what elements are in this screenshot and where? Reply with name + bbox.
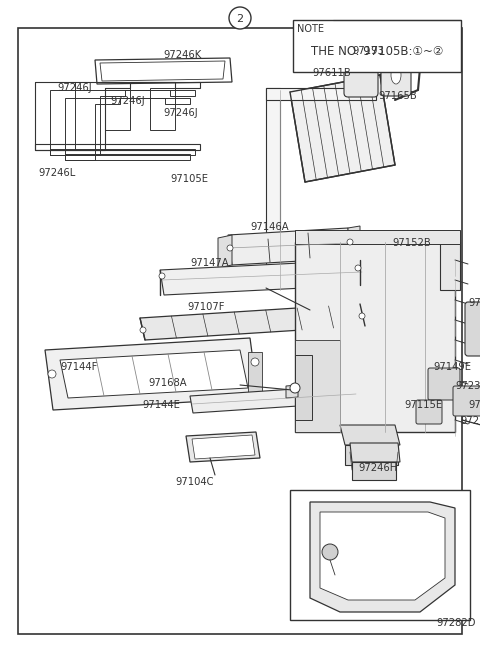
Polygon shape: [295, 355, 312, 420]
Text: 97226D: 97226D: [468, 298, 480, 308]
Bar: [295, 230, 460, 244]
Text: 97246L: 97246L: [38, 168, 75, 178]
Text: 97168A: 97168A: [148, 378, 187, 388]
FancyBboxPatch shape: [381, 54, 411, 96]
Text: 97152B: 97152B: [392, 238, 431, 248]
Ellipse shape: [391, 66, 401, 84]
Text: 97236E: 97236E: [455, 381, 480, 391]
Text: 97165B: 97165B: [378, 91, 417, 101]
Text: 97149E: 97149E: [433, 362, 471, 372]
Polygon shape: [45, 338, 258, 410]
Text: NOTE: NOTE: [297, 24, 324, 34]
Text: 97218G: 97218G: [460, 416, 480, 426]
FancyBboxPatch shape: [416, 400, 442, 424]
Polygon shape: [186, 432, 260, 462]
Text: THE NO. 97105B:①~②: THE NO. 97105B:①~②: [311, 45, 443, 58]
Text: 97282D: 97282D: [436, 618, 476, 628]
Circle shape: [347, 239, 353, 245]
Polygon shape: [350, 443, 400, 462]
Polygon shape: [320, 512, 445, 600]
Polygon shape: [440, 242, 460, 290]
FancyBboxPatch shape: [453, 386, 480, 416]
Bar: [266, 88, 280, 288]
Polygon shape: [295, 340, 340, 432]
FancyBboxPatch shape: [344, 51, 378, 97]
Polygon shape: [140, 304, 365, 340]
Circle shape: [290, 383, 300, 393]
Text: 97147A: 97147A: [190, 258, 228, 268]
Text: 97614H: 97614H: [468, 400, 480, 410]
Polygon shape: [190, 385, 358, 413]
Text: 97611B: 97611B: [312, 68, 351, 78]
Polygon shape: [218, 235, 232, 268]
Bar: [248, 352, 262, 394]
Bar: [293, 20, 461, 72]
Circle shape: [355, 265, 361, 271]
Text: 97146A: 97146A: [250, 222, 288, 232]
Text: 97193: 97193: [352, 46, 384, 56]
Text: 97246K: 97246K: [163, 50, 201, 60]
Polygon shape: [348, 226, 360, 258]
Polygon shape: [340, 425, 400, 445]
Polygon shape: [60, 350, 248, 398]
Circle shape: [359, 313, 365, 319]
Polygon shape: [95, 58, 232, 84]
Circle shape: [140, 327, 146, 333]
Circle shape: [251, 358, 259, 366]
Polygon shape: [160, 260, 364, 295]
Text: 97105E: 97105E: [170, 174, 208, 184]
Text: 97144F: 97144F: [60, 362, 97, 372]
Text: 97115E: 97115E: [404, 400, 442, 410]
Polygon shape: [310, 502, 455, 612]
Polygon shape: [295, 242, 455, 432]
Text: 97104C: 97104C: [175, 477, 214, 487]
Text: 2: 2: [237, 14, 243, 24]
Bar: [290, 490, 470, 620]
Circle shape: [229, 7, 251, 29]
Bar: [266, 88, 376, 100]
Text: 97246J: 97246J: [163, 108, 198, 118]
Text: 97107F: 97107F: [187, 302, 225, 312]
Circle shape: [227, 245, 233, 251]
FancyBboxPatch shape: [465, 302, 480, 356]
Polygon shape: [352, 462, 396, 480]
Polygon shape: [290, 75, 395, 182]
Text: 97246J: 97246J: [110, 96, 144, 106]
Polygon shape: [345, 445, 398, 465]
Ellipse shape: [366, 60, 374, 72]
Text: 97246H: 97246H: [358, 463, 397, 473]
Circle shape: [159, 273, 165, 279]
Polygon shape: [286, 385, 298, 398]
Text: 97144E: 97144E: [142, 400, 180, 410]
Polygon shape: [192, 435, 255, 459]
Circle shape: [322, 544, 338, 560]
Ellipse shape: [351, 60, 359, 72]
FancyBboxPatch shape: [428, 368, 460, 400]
Text: 97246J: 97246J: [57, 83, 92, 93]
Polygon shape: [228, 228, 352, 265]
Circle shape: [48, 370, 56, 378]
